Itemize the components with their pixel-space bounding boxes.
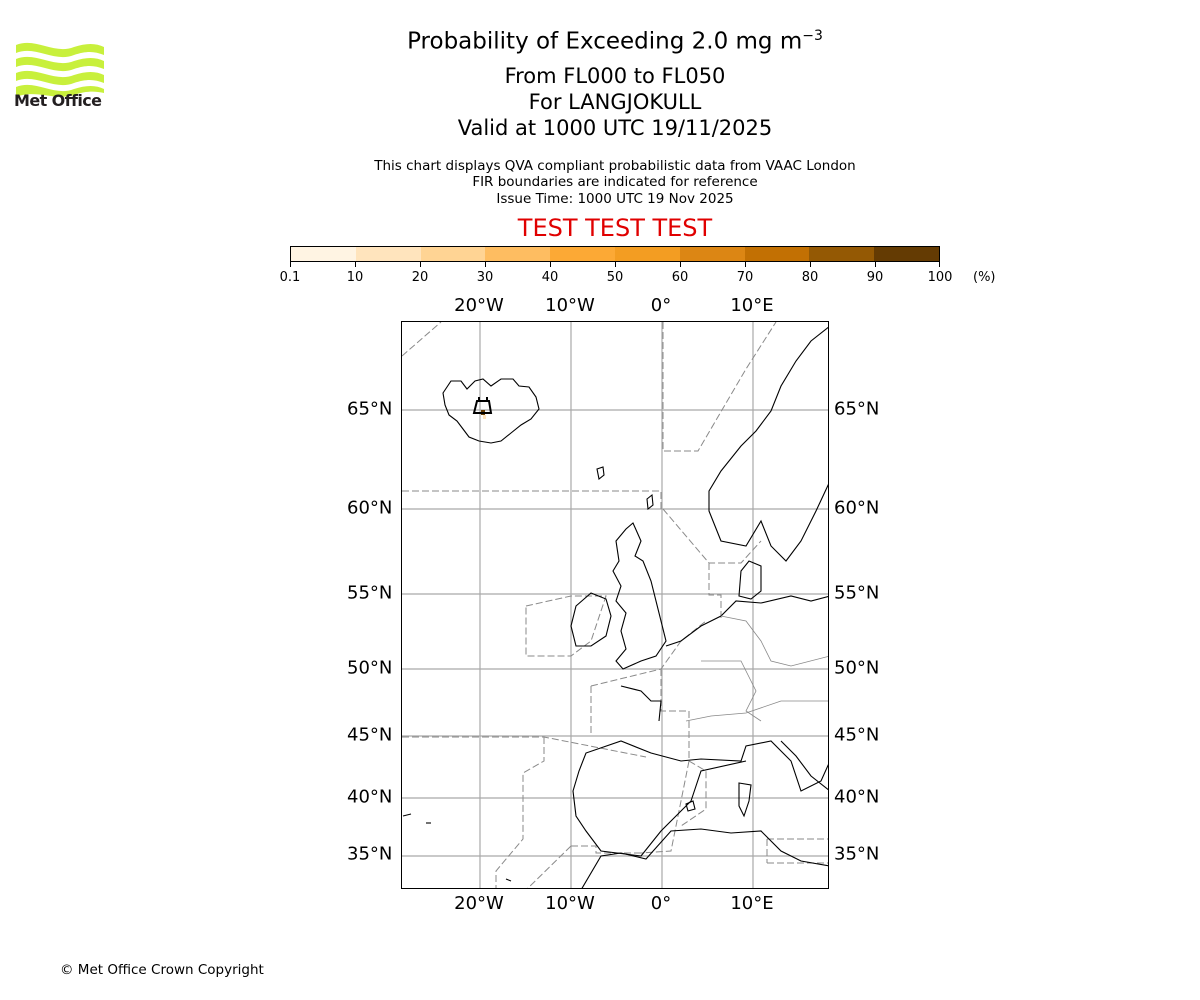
lat-label-left: 45°N: [347, 724, 393, 746]
colorbar-tick: [420, 262, 421, 267]
colorbar-tick: [939, 262, 940, 267]
volcano-name: For LANGJOKULL: [528, 90, 702, 114]
lat-label-right: 60°N: [834, 497, 880, 519]
colorbar-tick: [485, 262, 486, 267]
colorbar-tick: [745, 262, 746, 267]
lat-label-right: 55°N: [834, 582, 880, 604]
lat-label-right: 45°N: [834, 724, 880, 746]
valid-time: Valid at 1000 UTC 19/11/2025: [457, 116, 773, 140]
lat-label-left: 40°N: [347, 786, 393, 808]
colorbar-bin-2: [420, 247, 486, 261]
issue-time: Issue Time: 1000 UTC 19 Nov 2025: [496, 191, 734, 207]
colorbar-tick: [810, 262, 811, 267]
lat-label-left: 35°N: [347, 843, 393, 865]
lon-label-bottom: 10°E: [730, 893, 774, 914]
colorbar-label: 60: [671, 270, 689, 285]
map-panel[interactable]: [401, 321, 829, 889]
colorbar-bin-4: [550, 247, 615, 261]
lon-label-bottom: 0°: [650, 893, 672, 914]
lon-label-top: 0°: [650, 295, 672, 316]
test-banner: TEST TEST TEST: [517, 214, 713, 242]
lon-label-top: 10°W: [545, 295, 595, 316]
lat-label-left: 60°N: [347, 497, 393, 519]
colorbar-bin-6: [679, 247, 745, 261]
lon-label-top: 10°E: [730, 295, 774, 316]
fir-boundaries: [402, 322, 828, 888]
volcano-icon: [472, 397, 493, 414]
lat-label-right: 65°N: [834, 398, 880, 420]
colorbar-tick: [355, 262, 356, 267]
lat-label-left: 50°N: [347, 657, 393, 679]
colorbar-tick: [680, 262, 681, 267]
lat-label-left: 65°N: [347, 398, 393, 420]
colorbar-label: 0.1: [279, 270, 301, 285]
colorbar-label: 20: [411, 270, 429, 285]
met-office-logo-text: Met Office: [14, 91, 102, 110]
colorbar-tick: [615, 262, 616, 267]
colorbar-label: 30: [476, 270, 494, 285]
colorbar-bin-5: [614, 247, 680, 261]
flight-level-range: From FL000 to FL050: [504, 64, 726, 88]
country-borders: [685, 615, 828, 722]
colorbar-bin-0: [291, 247, 356, 261]
lat-label-left: 55°N: [347, 582, 393, 604]
colorbar-label: 50: [606, 270, 624, 285]
lat-label-right: 35°N: [834, 843, 880, 865]
colorbar-tick: [290, 262, 291, 267]
chart-title: Probability of Exceeding 2.0 mg m−3: [407, 28, 823, 55]
chart-description: This chart displays QVA compliant probab…: [374, 158, 856, 174]
colorbar-bin-7: [744, 247, 810, 261]
colorbar-label: 70: [736, 270, 754, 285]
colorbar-bin-1: [355, 247, 421, 261]
lat-label-right: 50°N: [834, 657, 880, 679]
colorbar-label: 40: [541, 270, 559, 285]
fir-note: FIR boundaries are indicated for referen…: [472, 174, 758, 190]
lon-label-bottom: 10°W: [545, 893, 595, 914]
lon-label-bottom: 20°W: [454, 893, 504, 914]
lat-label-right: 40°N: [834, 786, 880, 808]
lon-label-top: 20°W: [454, 295, 504, 316]
colorbar-label: 10: [346, 270, 364, 285]
colorbar-tick: [550, 262, 551, 267]
copyright: © Met Office Crown Copyright: [60, 962, 264, 978]
colorbar-label: 80: [801, 270, 819, 285]
map-canvas: [402, 322, 828, 888]
graticule: [402, 322, 828, 888]
probability-cell-10-20: [483, 415, 486, 419]
colorbar-label: 90: [866, 270, 884, 285]
colorbar-label: 100: [927, 270, 953, 285]
met-office-wave-logo-icon: [16, 42, 104, 97]
colorbar-bin-9: [874, 247, 939, 261]
colorbar-bin-3: [485, 247, 551, 261]
colorbar-tick: [875, 262, 876, 267]
colorbar: [290, 246, 940, 262]
colorbar-bin-8: [809, 247, 875, 261]
coastlines: [402, 326, 828, 888]
colorbar-unit: (%): [973, 270, 996, 285]
